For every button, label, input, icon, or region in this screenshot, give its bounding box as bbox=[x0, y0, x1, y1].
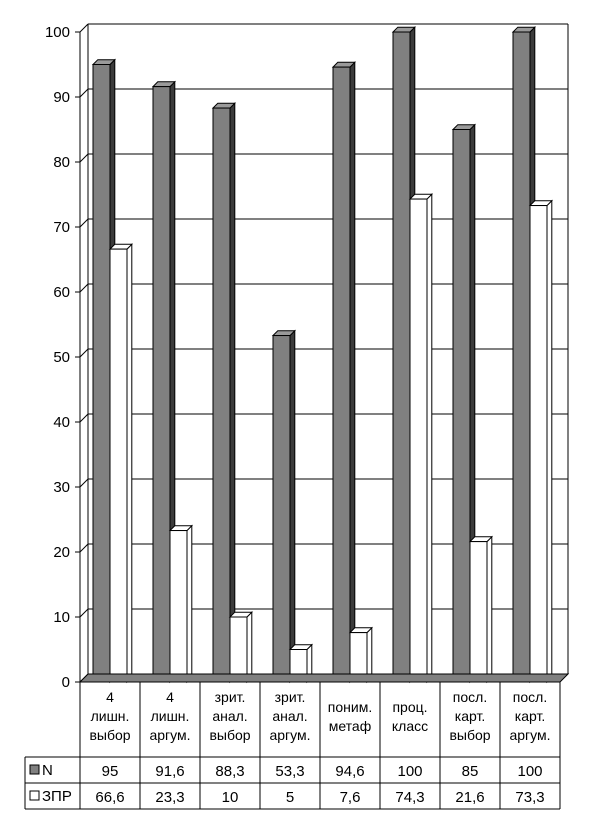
category-label: зрит. bbox=[215, 689, 246, 705]
y-tick-label: 20 bbox=[53, 544, 70, 561]
category-label: анал. bbox=[272, 708, 307, 724]
gridline-side bbox=[79, 413, 89, 423]
data-cell-value: 7,6 bbox=[340, 789, 361, 806]
category-label: аргум. bbox=[149, 727, 190, 743]
data-cell-value: 23,3 bbox=[155, 789, 184, 806]
y-tick-label: 0 bbox=[62, 674, 70, 691]
bar-side-N bbox=[229, 102, 236, 684]
category-label: аргум. bbox=[269, 727, 310, 743]
category-label: проц. bbox=[392, 699, 427, 715]
gridline-side bbox=[79, 283, 89, 293]
bar-N bbox=[452, 129, 471, 683]
bar-side-ЗПР bbox=[486, 535, 493, 684]
gridline-side bbox=[79, 23, 89, 33]
category-label: метаф bbox=[329, 718, 372, 734]
bar-N bbox=[392, 31, 411, 683]
data-cell-value: 100 bbox=[517, 763, 542, 780]
data-cell-value: 5 bbox=[286, 789, 294, 806]
y-tick-label: 90 bbox=[53, 89, 70, 106]
bar-side-ЗПР bbox=[546, 199, 553, 684]
y-tick-label: 100 bbox=[45, 24, 70, 41]
bar-N bbox=[212, 107, 231, 683]
bar-side-N bbox=[289, 329, 296, 684]
category-label: посл. bbox=[513, 689, 547, 705]
category-label: выбор bbox=[89, 727, 130, 743]
gridline-side bbox=[79, 543, 89, 553]
legend-key-N bbox=[29, 764, 40, 775]
data-cell-value: 10 bbox=[222, 789, 239, 806]
bar-N bbox=[332, 66, 351, 683]
gridline-side bbox=[79, 88, 89, 98]
y-axis-ticks: 0 10 20 30 40 50 60 70 80 90 100 bbox=[45, 24, 80, 691]
category-label: выбор bbox=[209, 727, 250, 743]
category-label: анал. bbox=[212, 708, 247, 724]
category-label: поним. bbox=[328, 699, 372, 715]
y-tick-label: 30 bbox=[53, 479, 70, 496]
bar-N bbox=[152, 86, 171, 683]
data-cell-value: 88,3 bbox=[215, 763, 244, 780]
gridline-side bbox=[79, 608, 89, 618]
category-label: аргум. bbox=[509, 727, 550, 743]
data-table: 4 лишн. выбор 4 лишн. аргум. зрит. анал. выбор зр… bbox=[24, 681, 561, 810]
legend-label-N: N bbox=[42, 762, 53, 779]
data-cell-value: 94,6 bbox=[335, 763, 364, 780]
category-label: лишн. bbox=[91, 708, 130, 724]
bar-side-ЗПР bbox=[126, 243, 133, 684]
data-cell-value: 85 bbox=[462, 763, 479, 780]
bar-ЗПР bbox=[169, 530, 188, 683]
y-tick-label: 10 bbox=[53, 609, 70, 626]
category-label: карт. bbox=[455, 708, 485, 724]
gridline-side bbox=[79, 153, 89, 163]
legend-key-ЗПР bbox=[29, 790, 40, 801]
y-tick-label: 80 bbox=[53, 154, 70, 171]
y-tick-label: 40 bbox=[53, 414, 70, 431]
legend-label-ЗПР: ЗПР bbox=[42, 788, 72, 805]
bar-ЗПР bbox=[469, 541, 488, 683]
y-tick-label: 70 bbox=[53, 219, 70, 236]
bar-N bbox=[92, 64, 111, 683]
bars bbox=[91, 25, 554, 684]
bar-ЗПР bbox=[529, 205, 548, 683]
data-cell-value: 95 bbox=[102, 763, 119, 780]
category-label: 4 bbox=[106, 689, 114, 705]
data-cell-value: 53,3 bbox=[275, 763, 304, 780]
category-label: карт. bbox=[515, 708, 545, 724]
gridline-side bbox=[79, 478, 89, 488]
bar-side-N bbox=[349, 61, 356, 684]
category-label: выбор bbox=[449, 727, 490, 743]
data-cell-value: 91,6 bbox=[155, 763, 184, 780]
y-tick-label: 60 bbox=[53, 284, 70, 301]
gridline-side bbox=[79, 218, 89, 228]
bar-side-ЗПР bbox=[186, 524, 193, 684]
category-label: класс bbox=[392, 718, 428, 734]
data-cell-value: 100 bbox=[397, 763, 422, 780]
axes bbox=[78, 24, 570, 683]
data-cell-value: 74,3 bbox=[395, 789, 424, 806]
data-cell-value: 73,3 bbox=[515, 789, 544, 806]
bar-N bbox=[272, 335, 291, 683]
gridline-side bbox=[79, 348, 89, 358]
category-label: посл. bbox=[453, 689, 487, 705]
bar-N bbox=[512, 31, 531, 683]
bar-ЗПР bbox=[229, 616, 248, 683]
floor bbox=[78, 673, 570, 683]
data-cell-value: 66,6 bbox=[95, 789, 124, 806]
bar-side-ЗПР bbox=[246, 610, 253, 684]
category-label: зрит. bbox=[275, 689, 306, 705]
bar-ЗПР bbox=[409, 198, 428, 683]
category-label: лишн. bbox=[151, 708, 190, 724]
data-cell-value: 21,6 bbox=[455, 789, 484, 806]
category-label: 4 bbox=[166, 689, 174, 705]
bar-ЗПР bbox=[109, 248, 128, 683]
bar-side-ЗПР bbox=[426, 193, 433, 684]
y-tick-label: 50 bbox=[53, 349, 70, 366]
